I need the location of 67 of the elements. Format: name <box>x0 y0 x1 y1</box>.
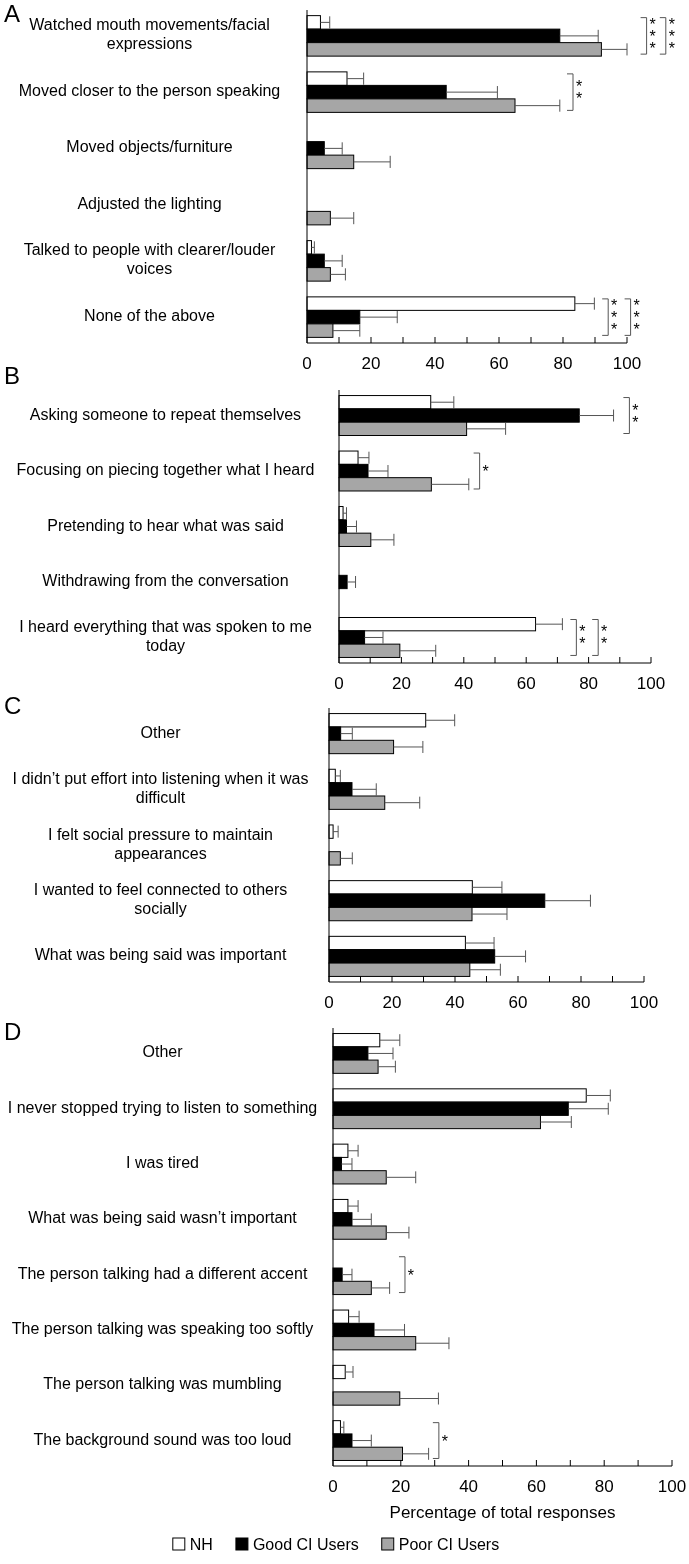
x-tick-label: 0 <box>324 993 334 1012</box>
annotation: * <box>482 463 489 481</box>
y-tick-label: Other <box>140 723 182 741</box>
y-tick-label: The background sound was too loud <box>33 1430 292 1448</box>
annotation: * <box>441 1432 448 1450</box>
y-tick-label: The person talking had a different accent <box>17 1264 308 1282</box>
x-tick-label: 80 <box>579 674 599 693</box>
text: D <box>4 1018 22 1045</box>
x-tick-label: 0 <box>334 674 344 693</box>
annotation: ** <box>632 401 639 431</box>
x-axis-title: Percentage of total responses <box>389 1503 616 1522</box>
y-tick-label: Other <box>142 1043 184 1061</box>
x-tick-label: 0 <box>302 354 312 373</box>
y-tick-label: The person talking was speaking too softly <box>11 1320 314 1338</box>
y-tick-label: None of the above <box>84 307 215 325</box>
y-tick-label: Asking someone to repeat themselves <box>29 405 302 423</box>
y-tick-label: Moved objects/furniture <box>66 138 233 156</box>
y-tick-label: Talked to people with clearer/louder voices <box>23 241 277 278</box>
x-tick-label: 60 <box>508 993 528 1012</box>
y-tick-label: The person talking was mumbling <box>43 1375 282 1393</box>
x-tick-label: 20 <box>361 354 381 373</box>
y-tick-label: What was being said was important <box>34 946 287 964</box>
x-tick-label: 100 <box>636 674 666 693</box>
annotation: * <box>407 1266 415 1284</box>
x-tick-label: 0 <box>328 1477 338 1496</box>
text: C <box>4 692 22 719</box>
x-tick-label: 40 <box>459 1477 479 1496</box>
legend-label: Poor CI Users <box>398 1536 500 1553</box>
annotation: *** <box>611 297 618 339</box>
x-tick-label: 60 <box>516 674 536 693</box>
text: *** <box>649 15 656 57</box>
x-tick-label: 20 <box>382 993 402 1012</box>
x-tick-label: 40 <box>425 354 445 373</box>
x-tick-label: 60 <box>489 354 509 373</box>
x-tick-label: 100 <box>657 1477 687 1496</box>
x-tick-label: 40 <box>445 993 465 1012</box>
y-tick-label: Pretending to hear what was said <box>47 516 284 534</box>
x-tick-label: 100 <box>629 993 659 1012</box>
y-tick-label: I wanted to feel connected to others socially <box>33 881 288 918</box>
y-tick-label: Watched mouth movements/facial expressions <box>29 16 270 53</box>
y-tick-label: I never stopped trying to listen to something <box>7 1098 318 1116</box>
y-tick-label: Focusing on piecing together what I heard <box>16 461 315 479</box>
y-tick-label: Moved closer to the person speaking <box>18 82 281 100</box>
text: A <box>4 0 21 27</box>
y-tick-label: I felt social pressure to maintain appearances <box>48 825 273 862</box>
x-tick-label: 60 <box>526 1477 546 1496</box>
x-tick-label: 20 <box>391 1477 411 1496</box>
y-tick-label: I didn’t put effort into listening when it was difficult <box>12 770 309 807</box>
text: *** <box>633 297 640 339</box>
annotation: ** <box>579 623 586 653</box>
x-tick-label: 20 <box>391 674 411 693</box>
x-tick-label: 80 <box>571 993 591 1012</box>
y-tick-label: I was tired <box>126 1154 199 1172</box>
y-tick-label: Adjusted the lighting <box>77 194 222 212</box>
x-tick-label: 100 <box>612 354 642 373</box>
annotation: ** <box>601 623 608 653</box>
y-tick-label: Withdrawing from the conversation <box>42 572 289 590</box>
text: B <box>4 362 21 389</box>
text: *** <box>668 15 675 57</box>
legend-label: NH <box>189 1536 213 1553</box>
y-tick-label: I heard everything that was spoken to me today <box>19 618 312 655</box>
x-tick-label: 80 <box>553 354 573 373</box>
x-tick-label: 80 <box>594 1477 614 1496</box>
y-tick-label: What was being said wasn’t important <box>28 1209 298 1227</box>
x-tick-label: 40 <box>454 674 474 693</box>
legend-label: Good CI Users <box>252 1536 359 1553</box>
annotation: ** <box>575 78 583 108</box>
